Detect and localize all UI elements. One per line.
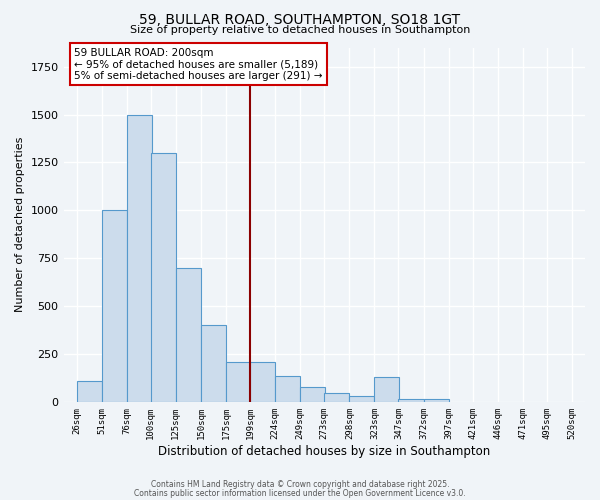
Text: 59, BULLAR ROAD, SOUTHAMPTON, SO18 1GT: 59, BULLAR ROAD, SOUTHAMPTON, SO18 1GT <box>139 12 461 26</box>
Text: Contains public sector information licensed under the Open Government Licence v3: Contains public sector information licen… <box>134 488 466 498</box>
Bar <box>127 114 152 402</box>
Y-axis label: Number of detached properties: Number of detached properties <box>15 137 25 312</box>
Bar <box>349 396 374 402</box>
Bar <box>77 381 101 402</box>
Text: Size of property relative to detached houses in Southampton: Size of property relative to detached ho… <box>130 25 470 35</box>
Text: Contains HM Land Registry data © Crown copyright and database right 2025.: Contains HM Land Registry data © Crown c… <box>151 480 449 489</box>
Bar <box>374 377 400 402</box>
Bar <box>300 388 325 402</box>
Bar <box>151 153 176 402</box>
Bar <box>324 393 349 402</box>
Bar <box>176 268 201 402</box>
X-axis label: Distribution of detached houses by size in Southampton: Distribution of detached houses by size … <box>158 444 490 458</box>
Bar <box>424 399 449 402</box>
Bar <box>101 210 127 402</box>
Bar <box>398 399 424 402</box>
Bar <box>226 362 251 402</box>
Text: 59 BULLAR ROAD: 200sqm
← 95% of detached houses are smaller (5,189)
5% of semi-d: 59 BULLAR ROAD: 200sqm ← 95% of detached… <box>74 48 322 80</box>
Bar <box>250 362 275 402</box>
Bar <box>201 325 226 402</box>
Bar <box>275 376 300 402</box>
